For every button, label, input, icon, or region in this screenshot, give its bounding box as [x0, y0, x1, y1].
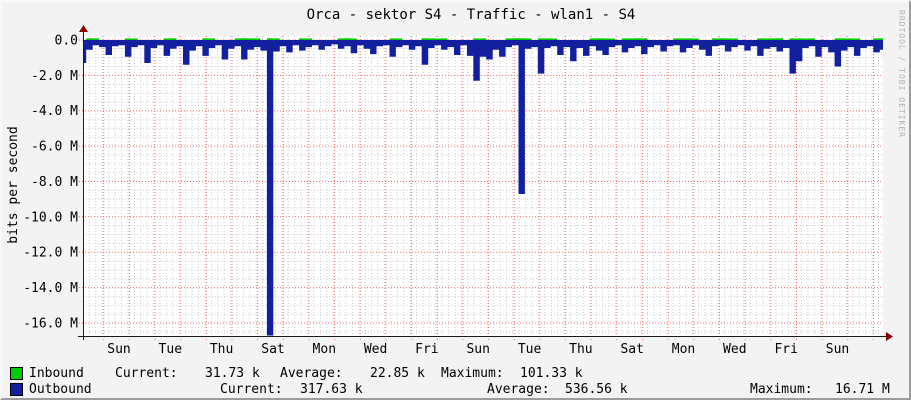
legend-outbound-maximum-label: Maximum: [750, 382, 813, 397]
svg-text:Wed: Wed [723, 342, 746, 357]
svg-text:Sun: Sun [826, 342, 849, 357]
svg-text:Thu: Thu [569, 342, 592, 357]
svg-text:Wed: Wed [364, 342, 387, 357]
svg-text:0.0: 0.0 [55, 34, 78, 49]
svg-text:Sat: Sat [261, 342, 284, 357]
legend-inbound-name: Inbound [29, 366, 84, 381]
legend-row-inbound: Inbound Current: 31.73 k Average: 22.85 … [2, 366, 909, 381]
legend-inbound-maximum-label: Maximum: [441, 366, 504, 381]
svg-text:Thu: Thu [210, 342, 233, 357]
y-axis-arrow [79, 25, 88, 32]
grid-major [79, 36, 883, 340]
legend-outbound-current-label: Current: [220, 382, 283, 397]
svg-text:Mon: Mon [672, 342, 695, 357]
svg-text:-14.0 M: -14.0 M [23, 281, 78, 296]
svg-text:Sun: Sun [107, 342, 130, 357]
legend-inbound-current-label: Current: [115, 366, 178, 381]
legend-row-outbound: Outbound Current: 317.63 k Average: 536.… [2, 382, 909, 397]
legend-outbound-name: Outbound [29, 382, 92, 397]
legend-outbound-average-label: Average: [487, 382, 550, 397]
rrdtool-watermark: RRDTOOL / TOBI OETIKER [897, 10, 906, 138]
svg-text:-12.0 M: -12.0 M [23, 246, 78, 261]
axes [78, 30, 887, 340]
x-axis-arrow [886, 332, 893, 341]
legend-outbound-average-value: 536.56 k [565, 382, 628, 397]
svg-text:-8.0 M: -8.0 M [31, 175, 78, 190]
legend-inbound-average-value: 22.85 k [370, 366, 425, 381]
outbound-color-swatch [10, 383, 23, 396]
svg-text:-6.0 M: -6.0 M [31, 140, 78, 155]
svg-text:Sat: Sat [620, 342, 643, 357]
svg-text:-10.0 M: -10.0 M [23, 210, 78, 225]
legend-outbound-maximum-value: 16.71 M [835, 382, 890, 397]
axis-tick-labels: 0.0 -2.0 M -4.0 M -6.0 M -8.0 M -10.0 M -12.0 … [23, 34, 849, 358]
legend-inbound-current-value: 31.73 k [205, 366, 260, 381]
svg-text:Fri: Fri [774, 342, 797, 357]
legend-inbound-maximum-value: 101.33 k [520, 366, 583, 381]
svg-text:Tue: Tue [159, 342, 183, 357]
grid-minor [83, 36, 883, 336]
svg-text:-16.0 M: -16.0 M [23, 317, 78, 332]
svg-text:-2.0 M: -2.0 M [31, 69, 78, 84]
svg-text:Mon: Mon [313, 342, 336, 357]
plot-background [83, 36, 883, 336]
graph-title: Orca - sektor S4 - Traffic - wlan1 - S4 [306, 7, 636, 23]
legend-outbound-current-value: 317.63 k [300, 382, 363, 397]
inbound-area [86, 38, 883, 40]
legend-inbound-average-label: Average: [280, 366, 343, 381]
svg-text:Tue: Tue [518, 342, 542, 357]
svg-text:Fri: Fri [415, 342, 438, 357]
inbound-color-swatch [10, 367, 23, 380]
svg-text:Sun: Sun [466, 342, 489, 357]
svg-text:-4.0 M: -4.0 M [31, 104, 78, 119]
